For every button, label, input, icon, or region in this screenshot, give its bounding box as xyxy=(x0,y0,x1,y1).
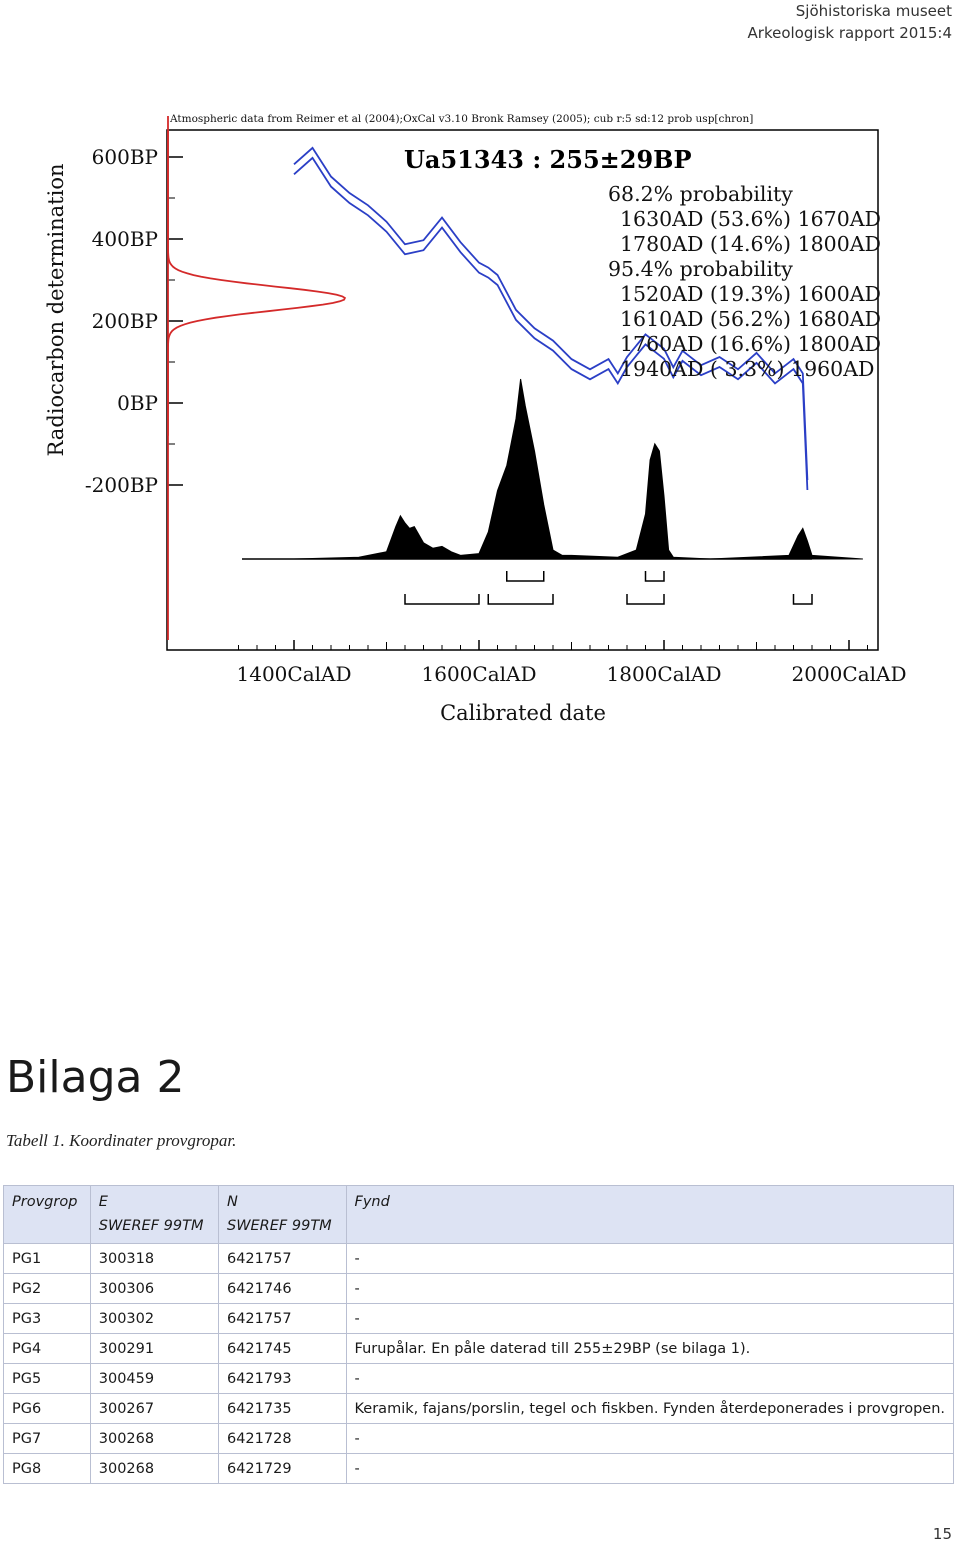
cell-provgrop: PG1 xyxy=(3,1243,91,1274)
cell-n: 6421757 xyxy=(217,1303,347,1334)
cell-n: 6421793 xyxy=(217,1363,347,1394)
table-caption: Tabell 1. Koordinater provgropar. xyxy=(6,1131,237,1150)
range-bracket xyxy=(404,594,480,605)
table-row: PG8 300268 6421729 - xyxy=(3,1453,955,1484)
cell-provgrop: PG7 xyxy=(3,1423,91,1454)
cell-fynd: - xyxy=(345,1303,955,1334)
x-tick-label: 1800CalAD xyxy=(607,662,722,686)
header-n-line1: N xyxy=(226,1194,238,1210)
measurement-curve xyxy=(167,116,347,436)
cell-n: 6421728 xyxy=(217,1423,347,1454)
cell-fynd: Keramik, fajans/porslin, tegel och fiskb… xyxy=(345,1393,955,1424)
chart-source-note: Atmospheric data from Reimer et al (2004… xyxy=(169,113,753,125)
y-tick-label: -200BP xyxy=(85,473,158,497)
range-bracket xyxy=(644,571,665,582)
cell-provgrop: PG8 xyxy=(3,1453,91,1484)
cell-e: 300268 xyxy=(89,1453,219,1484)
y-tick-label: 400BP xyxy=(92,227,158,251)
probability-line: 68.2% probability xyxy=(608,182,793,206)
range-brackets xyxy=(404,571,813,605)
header-fynd: Fynd xyxy=(345,1185,955,1244)
cell-n: 6421735 xyxy=(217,1393,347,1424)
y-tick-label: 200BP xyxy=(92,309,158,333)
coordinates-table: Provgrop E SWEREF 99TM N SWEREF 99TM Fyn… xyxy=(3,1185,955,1484)
header-n: N SWEREF 99TM xyxy=(217,1185,347,1244)
page-header: Sjöhistoriska museet Arkeologisk rapport… xyxy=(748,0,952,44)
y-tick-label: 600BP xyxy=(92,145,158,169)
range-bracket xyxy=(792,594,813,605)
calibration-chart: Atmospheric data from Reimer et al (2004… xyxy=(0,100,960,740)
cell-provgrop: PG6 xyxy=(3,1393,91,1424)
section-heading: Bilaga 2 xyxy=(6,1052,185,1103)
y-tick-label: 0BP xyxy=(117,391,158,415)
range-bracket xyxy=(487,594,554,605)
header-provgrop: Provgrop xyxy=(3,1185,91,1244)
x-axis: 1400CalAD 1600CalAD 1800CalAD 2000CalAD xyxy=(237,640,907,686)
chart-svg: Atmospheric data from Reimer et al (2004… xyxy=(44,113,907,725)
header-n-line2: SWEREF 99TM xyxy=(226,1218,332,1234)
cell-e: 300267 xyxy=(89,1393,219,1424)
cell-e: 300302 xyxy=(89,1303,219,1334)
probability-line: 1760AD (16.6%) 1800AD xyxy=(620,332,881,356)
header-e-line2: SWEREF 99TM xyxy=(98,1218,204,1234)
curve-envelope-line xyxy=(293,146,809,481)
probability-line: 95.4% probability xyxy=(608,257,793,281)
cell-fynd: - xyxy=(345,1273,955,1304)
y-axis-label: Radiocarbon determination xyxy=(44,164,68,457)
cell-fynd: - xyxy=(345,1363,955,1394)
plot-frame xyxy=(166,129,879,651)
x-tick-label: 1600CalAD xyxy=(422,662,537,686)
probability-line: 1610AD (56.2%) 1680AD xyxy=(620,307,881,331)
probability-line: 1520AD (19.3%) 1600AD xyxy=(620,282,881,306)
x-axis-label: Calibrated date xyxy=(440,701,606,725)
table-row: PG6 300267 6421735 Keramik, fajans/porsl… xyxy=(3,1393,955,1424)
table-header-row: Provgrop E SWEREF 99TM N SWEREF 99TM Fyn… xyxy=(3,1185,955,1244)
header-e: E SWEREF 99TM xyxy=(89,1185,219,1244)
calibration-curve xyxy=(293,146,809,491)
cell-provgrop: PG2 xyxy=(3,1273,91,1304)
x-tick-label: 1400CalAD xyxy=(237,662,352,686)
cell-provgrop: PG3 xyxy=(3,1303,91,1334)
curve-envelope-line xyxy=(293,156,809,491)
cell-provgrop: PG4 xyxy=(3,1333,91,1364)
table-row: PG3 300302 6421757 - xyxy=(3,1303,955,1334)
cell-fynd: - xyxy=(345,1453,955,1484)
probability-line: 1940AD ( 3.3%) 1960AD xyxy=(620,357,874,381)
cell-e: 300459 xyxy=(89,1363,219,1394)
cell-n: 6421746 xyxy=(217,1273,347,1304)
header-org: Sjöhistoriska museet xyxy=(795,2,952,20)
probability-line: 1780AD (14.6%) 1800AD xyxy=(620,232,881,256)
probability-distribution xyxy=(242,378,863,560)
page-number: 15 xyxy=(932,1525,952,1543)
cell-e: 300291 xyxy=(89,1333,219,1364)
x-tick-label: 2000CalAD xyxy=(792,662,907,686)
table-row: PG2 300306 6421746 - xyxy=(3,1273,955,1304)
range-bracket xyxy=(506,571,545,582)
cell-fynd: Furupålar. En påle daterad till 255±29BP… xyxy=(345,1333,955,1364)
cell-n: 6421757 xyxy=(217,1243,347,1274)
cell-e: 300268 xyxy=(89,1423,219,1454)
cell-fynd: - xyxy=(345,1423,955,1454)
range-bracket xyxy=(626,594,665,605)
table-row: PG5 300459 6421793 - xyxy=(3,1363,955,1394)
cell-e: 300318 xyxy=(89,1243,219,1274)
probability-line: 1630AD (53.6%) 1670AD xyxy=(620,207,881,231)
distribution-area xyxy=(293,378,863,560)
table-row: PG4 300291 6421745 Furupålar. En påle da… xyxy=(3,1333,955,1364)
cell-fynd: - xyxy=(345,1243,955,1274)
y-axis: 600BP 400BP 200BP 0BP -200BP xyxy=(85,145,183,497)
cell-provgrop: PG5 xyxy=(3,1363,91,1394)
table-row: PG7 300268 6421728 - xyxy=(3,1423,955,1454)
header-report: Arkeologisk rapport 2015:4 xyxy=(747,24,952,42)
cell-n: 6421729 xyxy=(217,1453,347,1484)
header-e-line1: E xyxy=(98,1194,108,1210)
table-row: PG1 300318 6421757 - xyxy=(3,1243,955,1274)
measurement-distribution xyxy=(167,116,347,640)
chart-title: Ua51343 : 255±29BP xyxy=(404,145,691,174)
cell-e: 300306 xyxy=(89,1273,219,1304)
cell-n: 6421745 xyxy=(217,1333,347,1364)
